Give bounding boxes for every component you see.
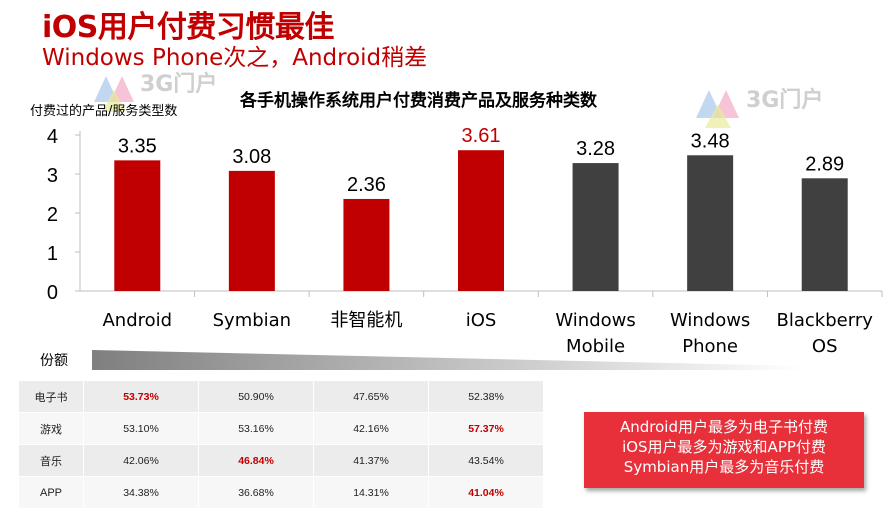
bar xyxy=(801,178,848,291)
x-tick-label: Blackberry xyxy=(777,310,874,331)
y-tick-label: 3 xyxy=(47,165,58,187)
y-axis-label: 付费过的产品/服务类型数 xyxy=(30,104,178,119)
data-label: 2.89 xyxy=(805,153,844,175)
bar xyxy=(343,198,390,291)
table-cell: 14.31% xyxy=(313,476,429,509)
table-cell: 53.10% xyxy=(83,412,199,445)
x-tick-label: Symbian xyxy=(213,310,291,331)
table-cell: 50.90% xyxy=(198,380,314,413)
data-label: 2.36 xyxy=(347,174,386,196)
x-tick-label: Android xyxy=(102,310,172,331)
table-row: APP 34.38% 36.68% 14.31% 41.04% xyxy=(18,476,544,509)
table-cell: 53.73% xyxy=(83,380,199,413)
watermark-text: 3G门户 xyxy=(746,88,824,113)
callout-line: Symbian用户最多为音乐付费 xyxy=(623,458,825,476)
watermark-logo xyxy=(694,86,754,134)
table-cell: 52.38% xyxy=(428,380,544,413)
table-cell: 46.84% xyxy=(198,444,314,477)
table-cell: 34.38% xyxy=(83,476,199,509)
table-cell: 43.54% xyxy=(428,444,544,477)
data-label: 3.48 xyxy=(691,130,730,152)
page-subtitle: Windows Phone次之，Android稍差 xyxy=(42,45,428,71)
x-tick-label: 非智能机 xyxy=(330,310,402,331)
callout-line: iOS用户最多为游戏和APP付费 xyxy=(622,438,826,456)
x-tick-label: Phone xyxy=(682,336,738,357)
table-cell: 41.37% xyxy=(313,444,429,477)
x-tick-label: Windows xyxy=(670,310,750,331)
row-header: 游戏 xyxy=(18,412,84,445)
table-cell: 42.06% xyxy=(83,444,199,477)
watermark-triangles-icon xyxy=(94,76,134,112)
table-cell: 36.68% xyxy=(198,476,314,509)
data-label: 3.35 xyxy=(118,135,157,157)
table-cell: 47.65% xyxy=(313,380,429,413)
table-cell: 57.37% xyxy=(428,412,544,445)
table-cell: 41.04% xyxy=(428,476,544,509)
y-tick-label: 2 xyxy=(47,204,58,226)
table-row: 电子书 53.73% 50.90% 47.65% 52.38% xyxy=(18,380,544,413)
y-tick-label: 0 xyxy=(47,282,58,304)
chart-title: 各手机操作系统用户付费消费产品及服务种类数 xyxy=(240,91,597,111)
x-tick-label: Windows xyxy=(555,310,635,331)
data-label: 3.28 xyxy=(576,138,615,160)
bar xyxy=(572,163,619,291)
share-label: 份额 xyxy=(40,353,68,369)
data-label: 3.08 xyxy=(232,146,271,168)
y-tick-label: 1 xyxy=(47,243,58,265)
x-tick-label: iOS xyxy=(466,310,497,331)
page-title: iOS用户付费习惯最佳 xyxy=(42,10,334,45)
callout-box: Android用户最多为电子书付费 iOS用户最多为游戏和APP付费 Symbi… xyxy=(584,412,864,488)
row-header: 音乐 xyxy=(18,444,84,477)
table-cell: 42.16% xyxy=(313,412,429,445)
bar xyxy=(687,155,734,291)
watermark-logo xyxy=(92,72,148,116)
bar xyxy=(458,150,504,291)
watermark-triangles-icon xyxy=(696,90,739,128)
bar-chart: 0 1 2 3 4 3.35 Android 3.08 Symbian 2.36 非智能机 3.61 i… xyxy=(47,125,883,357)
table-cell: 53.16% xyxy=(198,412,314,445)
share-wedge xyxy=(92,350,804,370)
row-header: APP xyxy=(18,476,84,509)
data-label: 3.61 xyxy=(462,125,501,147)
row-header: 电子书 xyxy=(18,380,84,413)
y-tick-label: 4 xyxy=(47,126,58,148)
table-row: 音乐 42.06% 46.84% 41.37% 43.54% xyxy=(18,444,544,477)
x-tick-label: Mobile xyxy=(566,336,625,357)
x-tick-label: OS xyxy=(812,336,838,357)
share-table: 电子书 53.73% 50.90% 47.65% 52.38% 游戏 53.10% 53.16… xyxy=(18,380,544,509)
bar xyxy=(228,170,275,291)
table-row: 游戏 53.10% 53.16% 42.16% 57.37% xyxy=(18,412,544,445)
callout-line: Android用户最多为电子书付费 xyxy=(620,418,828,436)
watermark-text: 3G门户 xyxy=(140,72,218,97)
bar xyxy=(114,160,161,291)
